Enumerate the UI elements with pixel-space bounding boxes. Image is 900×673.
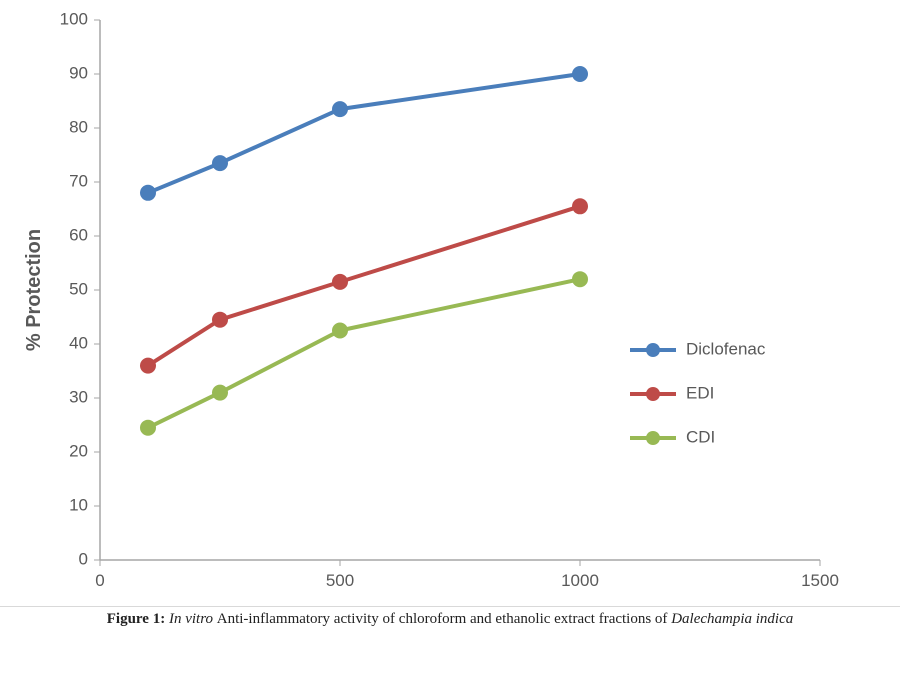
svg-text:0: 0 — [79, 549, 88, 568]
caption-species: Dalechampia indica — [671, 611, 793, 627]
caption-italic-prefix: In vitro — [169, 611, 217, 627]
svg-text:90: 90 — [69, 63, 88, 82]
svg-text:10: 10 — [69, 495, 88, 514]
svg-text:100: 100 — [60, 9, 88, 28]
svg-text:20: 20 — [69, 441, 88, 460]
svg-text:60: 60 — [69, 225, 88, 244]
svg-text:0: 0 — [95, 571, 104, 590]
svg-text:1000: 1000 — [561, 571, 599, 590]
svg-text:50: 50 — [69, 279, 88, 298]
figure-label: Figure 1: — [107, 611, 165, 627]
svg-text:CDI: CDI — [686, 427, 715, 446]
svg-text:40: 40 — [69, 333, 88, 352]
svg-text:% Protection: % Protection — [23, 229, 45, 351]
svg-text:1500: 1500 — [801, 571, 839, 590]
line-chart: 0102030405060708090100050010001500Concen… — [0, 0, 900, 600]
svg-text:70: 70 — [69, 171, 88, 190]
caption-mid: Anti-inflammatory activity of chloroform… — [217, 611, 671, 627]
chart-container: 0102030405060708090100050010001500Concen… — [0, 0, 900, 673]
svg-text:80: 80 — [69, 117, 88, 136]
svg-text:500: 500 — [326, 571, 354, 590]
svg-text:30: 30 — [69, 387, 88, 406]
figure-caption: Figure 1: In vitro Anti-inflammatory act… — [0, 606, 900, 628]
svg-text:EDI: EDI — [686, 383, 714, 402]
svg-text:Diclofenac: Diclofenac — [686, 339, 766, 358]
